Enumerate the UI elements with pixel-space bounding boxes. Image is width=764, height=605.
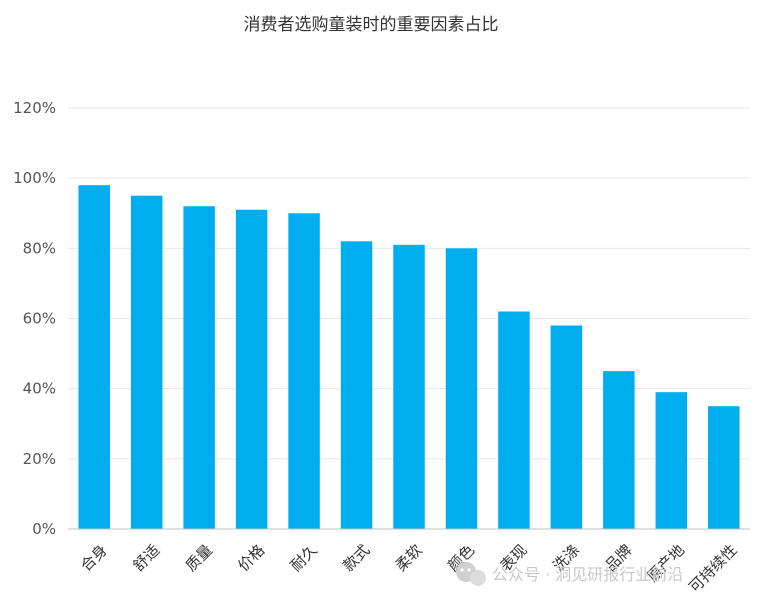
bar-2 [130,195,163,530]
y-tick-label: 20% [23,450,56,468]
bar-4 [235,209,268,529]
bar-5 [288,213,320,529]
bar-12 [655,392,688,529]
bar-1 [78,185,110,529]
x-tick-label: 柔软 [392,541,426,575]
bar-3 [183,206,215,529]
y-tick-label: 100% [13,169,56,187]
x-tick-label: 耐久 [287,541,321,575]
x-tick-label: 舒适 [129,541,163,575]
y-axis-ticks: 0% 20% 40% 60% 80% 100% 120% [13,99,56,538]
bar-9 [498,311,530,529]
chart-title: 消费者选购童装时的重要因素占比 [244,15,499,35]
y-tick-label: 0% [32,520,56,538]
x-tick-label: 质量 [182,541,216,575]
bars [78,185,740,530]
y-tick-label: 40% [23,380,56,398]
x-tick-label: 价格 [234,541,268,575]
y-tick-label: 80% [23,239,56,257]
y-tick-label: 120% [13,99,56,117]
x-tick-label: 合身 [77,541,111,575]
watermark: 公众号 · 洞见研报行业前沿 [456,562,683,586]
x-tick-label: 可持续性 [685,541,740,596]
y-tick-label: 60% [23,310,56,328]
x-tick-label: 款式 [339,541,373,575]
watermark-text: 公众号 · 洞见研报行业前沿 [492,565,683,584]
bar-6 [340,241,373,530]
bar-11 [603,371,635,529]
bar-10 [550,325,583,529]
bar-8 [445,248,478,530]
wechat-icon [456,562,486,586]
bar-7 [393,244,425,529]
bar-13 [708,406,740,529]
